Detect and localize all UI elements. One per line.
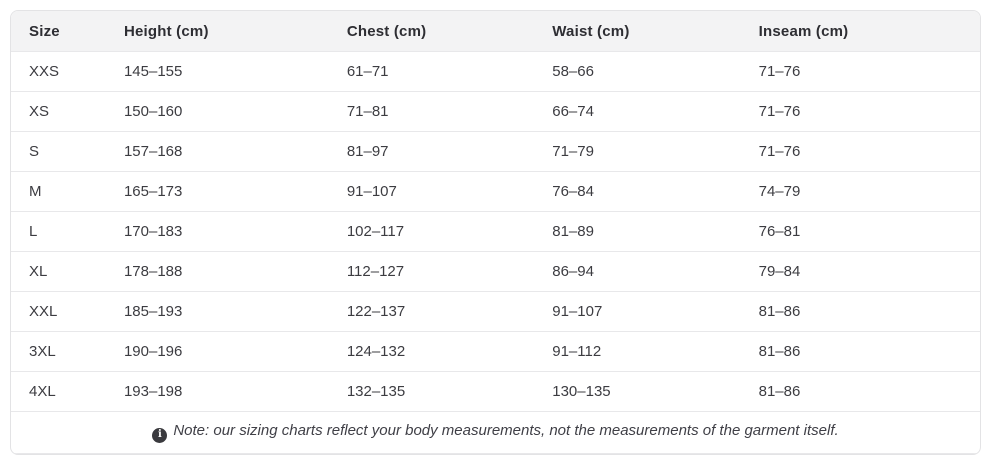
sizing-chart-card: Size Height (cm) Chest (cm) Waist (cm) Insea… [10,10,981,455]
table-body: XXS 145–155 61–71 58–66 71–76 XS 150–160 71–81 6… [11,51,980,412]
note-cell: i Note: our sizing charts reflect your bo… [11,411,980,454]
chest-cell: 124–132 [328,331,535,372]
sizing-chart-table: Size Height (cm) Chest (cm) Waist (cm) Insea… [11,11,980,454]
table-row: 3XL 190–196 124–132 91–112 81–86 [11,331,980,372]
inseam-cell: 76–81 [740,211,980,252]
table-row: XS 150–160 71–81 66–74 71–76 [11,91,980,132]
inseam-cell: 81–86 [740,291,980,332]
height-cell: 193–198 [105,371,329,412]
column-header-height: Height (cm) [105,11,329,52]
chest-cell: 132–135 [328,371,535,412]
chest-cell: 91–107 [328,171,535,212]
waist-cell: 66–74 [534,91,741,132]
chest-cell: 122–137 [328,291,535,332]
note-text: Note: our sizing charts reflect your bod… [173,422,839,439]
column-header-size: Size [11,11,106,52]
inseam-cell: 71–76 [740,131,980,172]
chest-cell: 71–81 [328,91,535,132]
size-cell: XXL [11,291,106,332]
chest-cell: 61–71 [328,51,535,92]
table-header: Size Height (cm) Chest (cm) Waist (cm) Insea… [11,11,980,52]
column-header-chest: Chest (cm) [328,11,535,52]
waist-cell: 86–94 [534,251,741,292]
waist-cell: 71–79 [534,131,741,172]
chest-cell: 112–127 [328,251,535,292]
height-cell: 178–188 [105,251,329,292]
height-cell: 150–160 [105,91,329,132]
height-cell: 185–193 [105,291,329,332]
height-cell: 145–155 [105,51,329,92]
table-row: XL 178–188 112–127 86–94 79–84 [11,251,980,292]
table-row: 4XL 193–198 132–135 130–135 81–86 [11,371,980,412]
table-footer: i Note: our sizing charts reflect your bo… [11,411,980,454]
inseam-cell: 81–86 [740,371,980,412]
size-cell: L [11,211,106,252]
inseam-cell: 81–86 [740,331,980,372]
height-cell: 170–183 [105,211,329,252]
waist-cell: 130–135 [534,371,741,412]
inseam-cell: 74–79 [740,171,980,212]
inseam-cell: 71–76 [740,51,980,92]
waist-cell: 58–66 [534,51,741,92]
table-row: XXL 185–193 122–137 91–107 81–86 [11,291,980,332]
table-row: M 165–173 91–107 76–84 74–79 [11,171,980,212]
table-row: S 157–168 81–97 71–79 71–76 [11,131,980,172]
size-cell: S [11,131,106,172]
size-cell: XL [11,251,106,292]
size-cell: 4XL [11,371,106,412]
waist-cell: 81–89 [534,211,741,252]
size-cell: M [11,171,106,212]
table-row: L 170–183 102–117 81–89 76–81 [11,211,980,252]
table-row: XXS 145–155 61–71 58–66 71–76 [11,51,980,92]
chest-cell: 102–117 [328,211,535,252]
height-cell: 157–168 [105,131,329,172]
size-cell: XXS [11,51,106,92]
note-row: i Note: our sizing charts reflect your bo… [11,411,980,454]
column-header-inseam: Inseam (cm) [740,11,980,52]
height-cell: 165–173 [105,171,329,212]
inseam-cell: 71–76 [740,91,980,132]
height-cell: 190–196 [105,331,329,372]
inseam-cell: 79–84 [740,251,980,292]
waist-cell: 91–107 [534,291,741,332]
size-cell: 3XL [11,331,106,372]
waist-cell: 91–112 [534,331,741,372]
column-header-waist: Waist (cm) [534,11,741,52]
size-cell: XS [11,91,106,132]
header-row: Size Height (cm) Chest (cm) Waist (cm) Insea… [11,11,980,52]
info-icon: i [152,427,168,443]
chest-cell: 81–97 [328,131,535,172]
waist-cell: 76–84 [534,171,741,212]
